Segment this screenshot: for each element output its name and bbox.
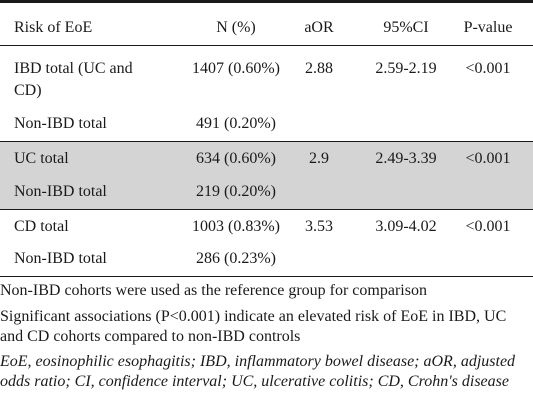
table-row: Non-IBD total 286 (0.23%) [0,243,533,277]
row-ci: 3.09-4.02 [375,218,437,235]
row-group: Non-IBD total [14,183,107,200]
row-group: UC total [14,150,69,167]
table-row: UC total 634 (0.60%) 2.9 2.49-3.39 <0.00… [0,141,533,176]
row-aor: 2.9 [309,150,329,167]
row-n: 491 (0.20%) [196,115,276,132]
header-ci: 95%CI [383,19,429,36]
row-n: 634 (0.60%) [196,150,276,167]
table-top-rule [0,0,533,3]
row-aor: 3.53 [305,218,333,235]
row-ci: 2.49-3.39 [375,150,437,167]
header-risk: Risk of EoE [14,19,93,36]
header-n: N (%) [216,19,256,36]
row-p: <0.001 [465,150,511,167]
row-n: 286 (0.23%) [196,250,276,267]
row-n: 1003 (0.83%) [192,218,280,235]
row-aor: 2.88 [305,60,333,77]
table-row: CD total 1003 (0.83%) 3.53 3.09-4.02 <0.… [0,209,533,244]
row-p: <0.001 [465,218,511,235]
row-n: 1407 (0.60%) [192,60,280,77]
row-n: 219 (0.20%) [196,183,276,200]
footnote-abbreviations: EoE, eosinophilic esophagitis; IBD, infl… [0,353,516,390]
header-pvalue: P-value [463,19,513,36]
table-header-row: Risk of EoE N (%) aOR 95%CI P-value [0,0,533,54]
row-group: Non-IBD total [14,115,107,132]
table-row: IBD total (UC and CD) 1407 (0.60%) 2.88 … [0,45,533,108]
row-group: Non-IBD total [14,250,107,267]
footnote-reference: Non-IBD cohorts were used as the referen… [0,282,427,299]
row-p: <0.001 [465,60,511,77]
row-group: IBD total (UC and CD) [14,60,133,99]
table-row: Non-IBD total 219 (0.20%) [0,175,533,209]
row-group: CD total [14,218,69,235]
row-ci: 2.59-2.19 [375,60,437,77]
footnote-significance: Significant associations (P<0.001) indic… [0,308,507,345]
table-row: Non-IBD total 491 (0.20%) [0,107,533,141]
header-aor: aOR [304,19,334,36]
